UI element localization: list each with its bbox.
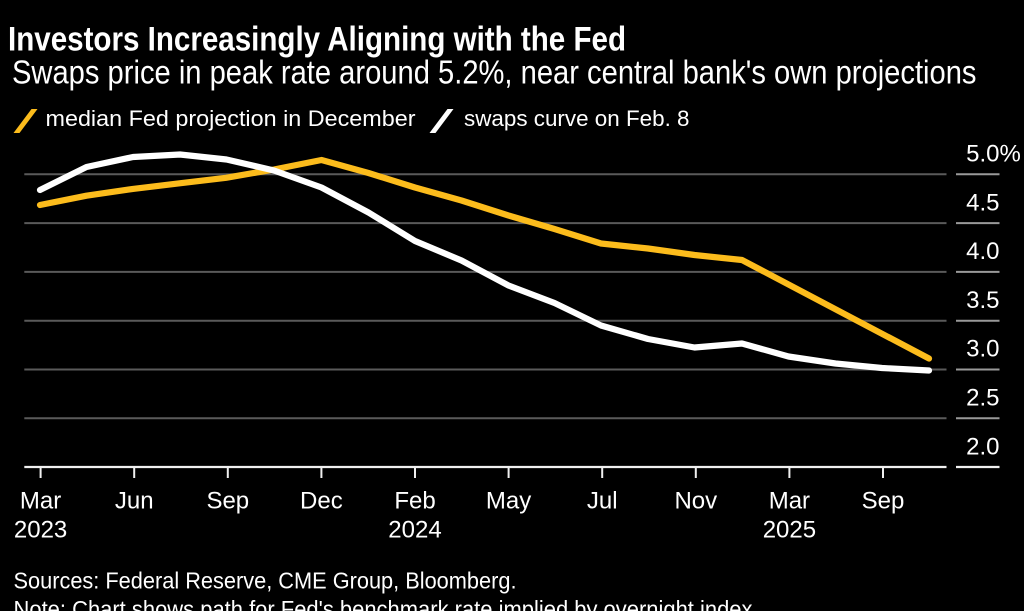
svg-text:2025: 2025 [763, 517, 816, 544]
svg-text:4.5: 4.5 [966, 189, 999, 216]
svg-text:%: % [1000, 141, 1021, 168]
svg-text:Nov: Nov [674, 488, 717, 515]
svg-text:Note: Chart shows path for Fed: Note: Chart shows path for Fed's benchma… [14, 596, 753, 611]
svg-text:swaps curve on Feb. 8: swaps curve on Feb. 8 [464, 106, 690, 131]
svg-text:Feb: Feb [394, 488, 435, 515]
svg-text:2.5: 2.5 [966, 385, 999, 412]
svg-text:Sep: Sep [206, 488, 249, 515]
svg-text:Jul: Jul [587, 488, 618, 515]
svg-text:Jun: Jun [115, 488, 154, 515]
svg-text:May: May [486, 488, 531, 515]
svg-text:Investors Increasingly Alignin: Investors Increasingly Aligning with the… [8, 21, 626, 59]
svg-text:Sep: Sep [862, 488, 905, 515]
svg-text:Dec: Dec [300, 488, 343, 515]
svg-text:Swaps price in peak rate aroun: Swaps price in peak rate around 5.2%, ne… [12, 54, 977, 91]
svg-text:2024: 2024 [388, 517, 441, 544]
svg-text:5.0: 5.0 [966, 141, 999, 168]
svg-text:Mar: Mar [20, 488, 61, 515]
svg-text:3.0: 3.0 [966, 336, 999, 363]
svg-text:Mar: Mar [769, 488, 810, 515]
svg-text:median Fed projection in Decem: median Fed projection in December [46, 106, 416, 131]
svg-text:2.0: 2.0 [966, 433, 999, 460]
svg-text:2023: 2023 [14, 517, 67, 544]
svg-text:Sources: Federal Reserve, CME: Sources: Federal Reserve, CME Group, Blo… [14, 568, 517, 594]
svg-text:3.5: 3.5 [966, 287, 999, 314]
svg-text:4.0: 4.0 [966, 238, 999, 265]
